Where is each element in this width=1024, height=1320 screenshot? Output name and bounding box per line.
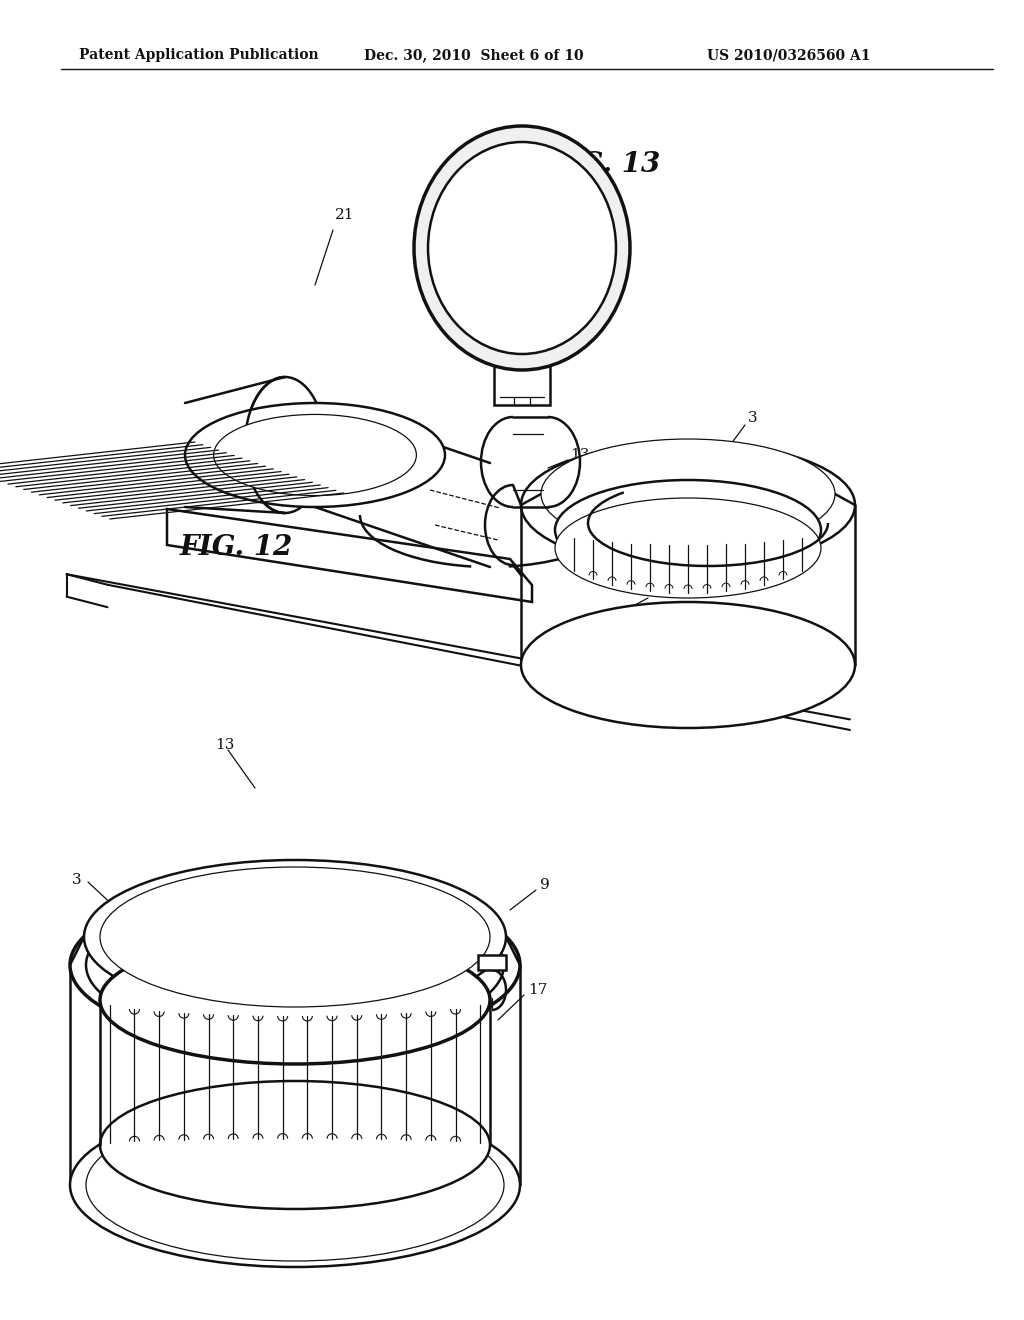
Text: 17: 17 [740, 564, 760, 577]
Ellipse shape [86, 1109, 504, 1261]
Polygon shape [494, 352, 550, 405]
Text: US 2010/0326560 A1: US 2010/0326560 A1 [707, 49, 870, 62]
Text: 21: 21 [335, 209, 354, 222]
Text: 11: 11 [600, 195, 620, 209]
Ellipse shape [428, 143, 616, 354]
Ellipse shape [541, 440, 835, 549]
Ellipse shape [84, 861, 506, 1014]
Text: Patent Application Publication: Patent Application Publication [79, 49, 318, 62]
Polygon shape [478, 954, 506, 970]
Ellipse shape [70, 1104, 520, 1267]
Text: 15: 15 [612, 609, 632, 622]
Text: FIG. 13: FIG. 13 [548, 152, 662, 178]
Text: 9: 9 [838, 513, 848, 527]
Ellipse shape [555, 498, 821, 598]
Text: 3: 3 [72, 873, 82, 887]
Ellipse shape [414, 125, 630, 370]
Ellipse shape [555, 480, 821, 579]
Text: FIG. 12: FIG. 12 [179, 535, 293, 561]
Ellipse shape [214, 414, 417, 495]
Ellipse shape [100, 936, 490, 1064]
Text: 3: 3 [748, 411, 758, 425]
Ellipse shape [100, 867, 490, 1007]
Text: 13: 13 [215, 738, 234, 752]
Polygon shape [167, 510, 532, 602]
Ellipse shape [86, 888, 504, 1041]
Ellipse shape [70, 883, 520, 1047]
Text: 25: 25 [335, 983, 354, 997]
Ellipse shape [185, 403, 445, 507]
Ellipse shape [521, 442, 855, 568]
Text: Dec. 30, 2010  Sheet 6 of 10: Dec. 30, 2010 Sheet 6 of 10 [364, 49, 583, 62]
Ellipse shape [100, 1081, 490, 1209]
Text: 17: 17 [528, 983, 548, 997]
Ellipse shape [245, 378, 325, 513]
Text: 13: 13 [570, 447, 590, 462]
Text: 9: 9 [540, 878, 550, 892]
Ellipse shape [521, 602, 855, 729]
